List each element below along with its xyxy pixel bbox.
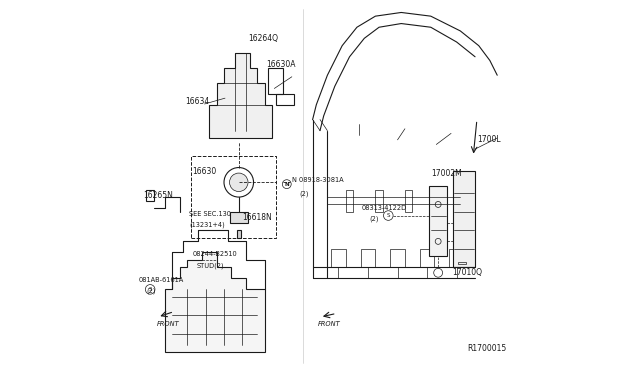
Text: 16630: 16630: [193, 167, 217, 176]
Text: S: S: [148, 287, 152, 292]
Text: 17010Q: 17010Q: [452, 268, 482, 277]
Circle shape: [230, 173, 248, 192]
Polygon shape: [209, 53, 272, 138]
Text: (2): (2): [300, 190, 309, 197]
Text: 08244-B2510: 08244-B2510: [193, 251, 237, 257]
Text: N: N: [284, 182, 289, 187]
Text: FRONT: FRONT: [157, 321, 180, 327]
Text: 081AB-6161A: 081AB-6161A: [139, 277, 184, 283]
Polygon shape: [165, 253, 264, 352]
Text: 16630A: 16630A: [266, 60, 296, 69]
Text: R1700015: R1700015: [468, 344, 507, 353]
Text: SEE SEC.130: SEE SEC.130: [189, 211, 231, 217]
Text: (2): (2): [369, 216, 379, 222]
Text: N 08918-3081A: N 08918-3081A: [292, 177, 344, 183]
Polygon shape: [237, 230, 241, 238]
Text: 17002M: 17002M: [431, 169, 461, 177]
Text: 16634: 16634: [185, 97, 209, 106]
Text: 16618N: 16618N: [243, 213, 272, 222]
Text: (13231+4): (13231+4): [189, 221, 225, 228]
Polygon shape: [453, 171, 475, 267]
Text: 16265N: 16265N: [143, 191, 173, 200]
Text: S: S: [387, 213, 390, 218]
Text: STUD(2): STUD(2): [196, 262, 224, 269]
Text: FRONT: FRONT: [318, 321, 340, 327]
Polygon shape: [230, 212, 248, 223]
Text: 08313-4122D: 08313-4122D: [362, 205, 407, 211]
Text: (2): (2): [147, 288, 156, 295]
Text: 1700L: 1700L: [477, 135, 501, 144]
Polygon shape: [429, 186, 447, 256]
Text: 16264Q: 16264Q: [248, 34, 278, 43]
